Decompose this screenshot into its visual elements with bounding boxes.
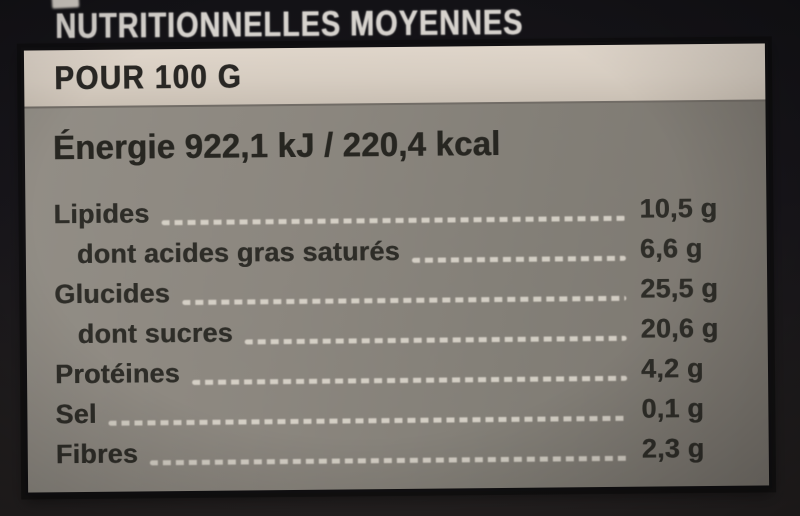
nutrient-value: 6,6 g — [639, 232, 703, 264]
dotted-leader — [191, 375, 628, 385]
nutrient-name: Lipides — [53, 197, 150, 229]
dotted-leader — [150, 455, 628, 466]
nutrient-name: Glucides — [54, 277, 171, 309]
dotted-leader — [161, 215, 626, 226]
nutrient-row: Glucides 25,5 g — [54, 268, 760, 315]
nutrient-row: dont acides gras saturés 6,6 g — [54, 228, 760, 275]
nutrient-value: 25,5 g — [640, 272, 719, 304]
nutrient-value: 2,3 g — [641, 432, 705, 464]
nutrient-value: 0,1 g — [641, 392, 705, 424]
energy-value-line: Énergie 922,1 kJ / 220,4 kcal — [52, 124, 501, 168]
dotted-leader — [108, 415, 628, 426]
nutrient-row: Protéines 4,2 g — [55, 348, 761, 395]
nutrition-values-panel: Énergie 922,1 kJ / 220,4 kcal Lipides 10… — [24, 101, 770, 493]
nutrient-row: Sel 0,1 g — [55, 388, 761, 435]
nutrient-name: Protéines — [54, 357, 180, 389]
nutrient-name: dont sucres — [77, 317, 234, 349]
nutrition-facts-card: POUR 100 G Énergie 922,1 kJ / 220,4 kcal… — [20, 40, 773, 496]
nutrient-row: dont sucres 20,6 g — [54, 308, 760, 355]
serving-size-bar: POUR 100 G — [23, 43, 766, 109]
dotted-leader — [244, 335, 627, 345]
nutrient-rows: Lipides 10,5 g dont acides gras saturés … — [53, 188, 762, 475]
nutrient-value: 4,2 g — [640, 352, 704, 384]
serving-size-title: POUR 100 G — [53, 57, 243, 97]
nutrient-value: 10,5 g — [639, 192, 718, 224]
nutrient-value: 20,6 g — [640, 312, 719, 344]
nutrient-row: Lipides 10,5 g — [53, 188, 759, 235]
label-section-title: NUTRITIONNELLES MOYENNES — [55, 2, 524, 46]
nutrient-row: Fibres 2,3 g — [56, 428, 762, 475]
nutrient-name: Sel — [55, 398, 97, 429]
dotted-leader — [181, 295, 627, 306]
nutrient-name: Fibres — [55, 437, 139, 469]
dotted-leader — [411, 255, 626, 263]
nutrient-name: dont acides gras saturés — [76, 235, 400, 269]
